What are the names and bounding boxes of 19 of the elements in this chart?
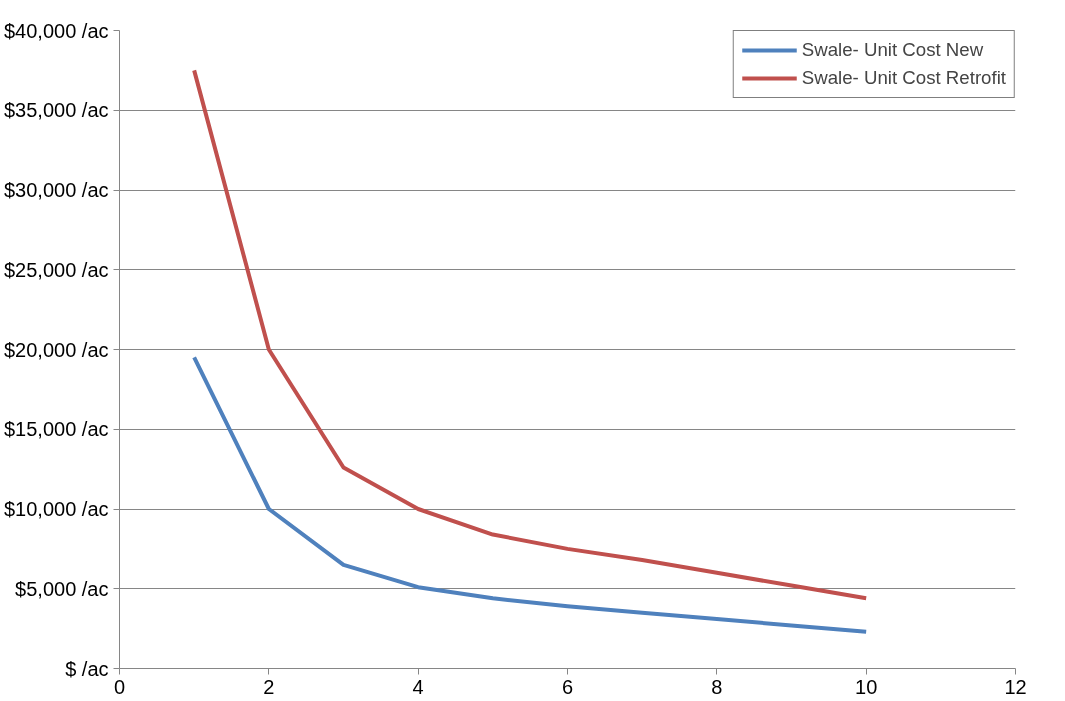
- x-tick-label: 0: [113, 675, 126, 698]
- x-tick-label: 10: [855, 675, 878, 698]
- x-tick-label: 12: [1004, 675, 1027, 698]
- y-tick-label: $20,000 /ac: [3, 338, 109, 361]
- y-tick-label: $5,000 /ac: [15, 577, 109, 600]
- y-tick-label: $30,000 /ac: [3, 179, 109, 201]
- y-tick-label: $10,000 /ac: [3, 498, 109, 520]
- y-tick-label: $15,000 /ac: [3, 418, 109, 441]
- line-series: [192, 355, 869, 634]
- x-tick-label: 6: [561, 675, 574, 698]
- legend-label: Swale- Unit Cost Retrofit: [801, 67, 1006, 89]
- x-tick-label: 2: [263, 675, 275, 698]
- y-tick-label: $ /ac: [65, 657, 109, 680]
- y-tick-label: $25,000 /ac: [3, 258, 109, 281]
- legend-label: Swale- Unit Cost New: [801, 39, 984, 61]
- x-tick-label: 4: [412, 675, 424, 698]
- x-tick-label: 8: [711, 675, 723, 698]
- y-tick-label: $40,000 /ac: [3, 19, 109, 42]
- y-tick-label: $35,000 /ac: [3, 99, 109, 122]
